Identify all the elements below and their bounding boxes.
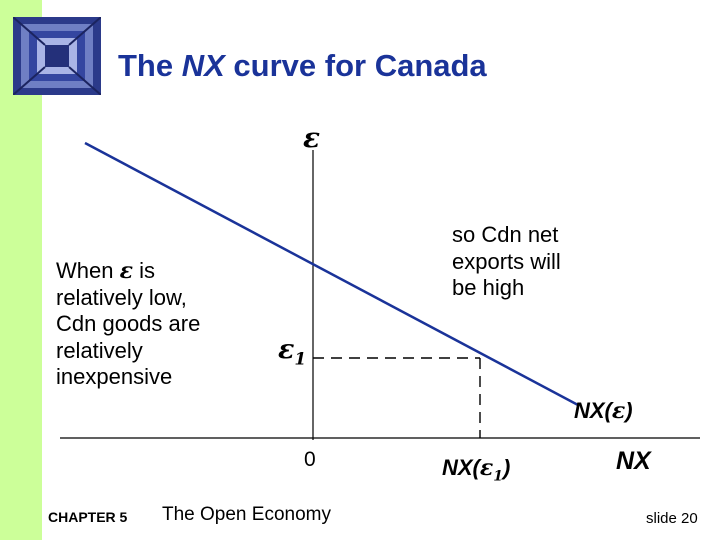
left-annotation-line-5: inexpensive bbox=[56, 364, 173, 389]
footer-chapter: CHAPTER 5 bbox=[48, 509, 128, 525]
nx-curve bbox=[84, 141, 579, 407]
footer-book-title: The Open Economy bbox=[162, 504, 331, 525]
origin-label: 0 bbox=[304, 448, 316, 471]
slide-title: The NX curve for Canada bbox=[118, 48, 487, 83]
left-annotation-line-2: relatively low, bbox=[56, 284, 187, 310]
left-annotation-line-3: Cdn goods are bbox=[56, 311, 201, 336]
eps1-label: ε1 bbox=[278, 334, 307, 370]
right-annotation-line-2: exports will bbox=[452, 248, 561, 274]
right-annotation-line-1: so Cdn net bbox=[452, 222, 559, 247]
y-axis-label: ε bbox=[303, 121, 321, 154]
right-annotation-line-3: be high bbox=[452, 275, 525, 300]
footer-slide-number: slide 20 bbox=[646, 510, 698, 527]
curve-label: NX(ε) bbox=[574, 398, 633, 424]
x-axis-label: NX bbox=[616, 447, 651, 475]
right-annotation: so Cdn net exports will be high bbox=[452, 222, 561, 302]
book-logo-icon bbox=[13, 17, 101, 95]
left-annotation: When ε is relatively low, Cdn goods are … bbox=[56, 258, 200, 391]
nx-eps1-label: NX(ε1) bbox=[442, 455, 511, 485]
left-annotation-line-1: When ε is bbox=[56, 258, 155, 284]
left-annotation-line-4: relatively bbox=[56, 337, 143, 363]
